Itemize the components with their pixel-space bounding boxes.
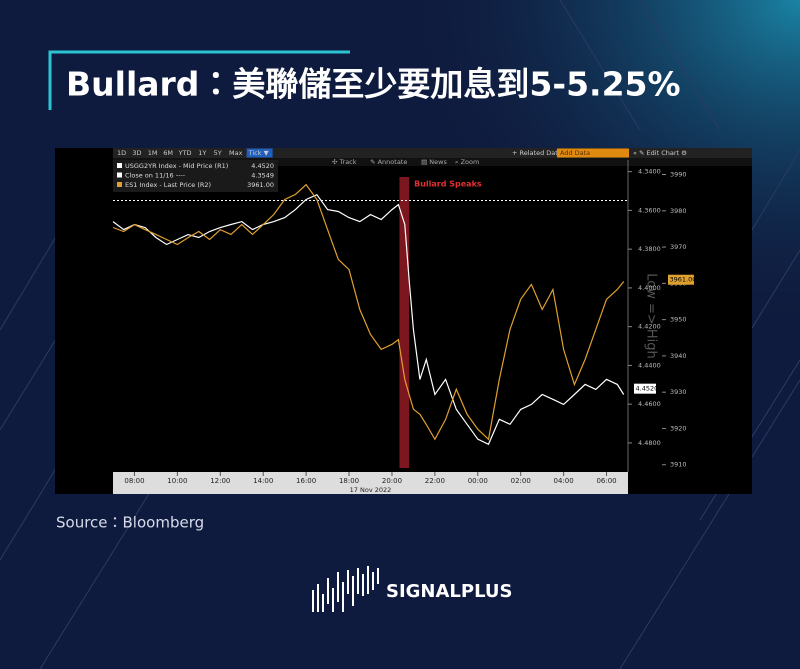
range-button[interactable]: Tick ▼ xyxy=(248,149,269,157)
series-line xyxy=(112,183,625,441)
legend-swatch xyxy=(117,163,122,168)
legend-swatch xyxy=(117,182,122,187)
legend-value: 4.3549 xyxy=(251,172,274,180)
x-tick-label: 18:00 xyxy=(339,477,359,485)
last-value-label: 4.4520 xyxy=(636,385,659,393)
source: Source：Bloomberg xyxy=(56,514,204,532)
x-tick-label: 08:00 xyxy=(124,477,144,485)
add-data[interactable]: Add Data xyxy=(560,149,590,157)
range-button[interactable]: 1M xyxy=(148,149,158,157)
brand: SIGNALPLUS xyxy=(386,581,513,602)
title-bracket xyxy=(48,50,350,110)
legend-value: 3961.00 xyxy=(247,181,274,189)
edit-chart[interactable]: « ✎ Edit Chart ⚙ xyxy=(633,149,687,157)
date-label: 17 Nov 2022 xyxy=(350,486,392,494)
watermark: Low => High xyxy=(644,273,659,359)
y2-tick-label: 3940 xyxy=(670,352,687,360)
highlight-label: Bullard Speaks xyxy=(414,180,482,189)
x-tick-label: 14:00 xyxy=(253,477,273,485)
legend-label: USGG2YR Index - Mid Price (R1) xyxy=(125,162,228,170)
x-tick-label: 12:00 xyxy=(210,477,230,485)
y2-tick-label: 3990 xyxy=(670,171,687,179)
title: Bullard：美聯儲至少要加息到5-5.25% xyxy=(66,65,681,104)
range-button[interactable]: YTD xyxy=(178,149,192,157)
related-data: + Related Dat xyxy=(512,149,558,157)
y2-tick-label: 3910 xyxy=(670,461,687,469)
series-line xyxy=(112,193,625,446)
y-tick-label: 4.4600 xyxy=(638,400,661,408)
tool-button[interactable]: ⌕ Zoom xyxy=(455,158,479,166)
last-value-box xyxy=(634,383,656,394)
legend-label: ES1 Index - Last Price (R2) xyxy=(125,181,211,189)
y-tick-label: 4.3600 xyxy=(638,206,661,214)
legend-box xyxy=(113,160,278,192)
range-selected xyxy=(246,148,273,158)
range-button[interactable]: 6M xyxy=(163,149,173,157)
highlight-band xyxy=(399,177,410,468)
x-tick-label: 10:00 xyxy=(167,477,187,485)
legend-value: 4.4520 xyxy=(251,162,274,170)
y-tick-label: 4.4400 xyxy=(638,361,661,369)
last-value-box xyxy=(668,274,694,285)
y-tick-label: 4.4000 xyxy=(638,284,661,292)
range-button[interactable]: Max xyxy=(229,149,243,157)
legend-label: Close on 11/16 ---- xyxy=(125,172,186,180)
range-button[interactable]: 5Y xyxy=(214,149,222,157)
y2-tick-label: 3920 xyxy=(670,424,687,432)
y2-tick-label: 3950 xyxy=(670,316,687,324)
x-axis-strip xyxy=(113,472,628,494)
y-tick-label: 4.4200 xyxy=(638,323,661,331)
y-tick-label: 4.4800 xyxy=(638,439,661,447)
tool-button[interactable]: ✎ Annotate xyxy=(370,158,407,166)
logo xyxy=(312,566,379,612)
x-tick-label: 16:00 xyxy=(296,477,316,485)
y2-tick-label: 3970 xyxy=(670,243,687,251)
tool-button[interactable]: ✣ Track xyxy=(332,158,357,166)
last-value-label: 3961.00 xyxy=(670,276,697,284)
y2-tick-label: 3980 xyxy=(670,207,687,215)
x-tick-label: 06:00 xyxy=(596,477,616,485)
toolbar2 xyxy=(113,158,752,166)
x-tick-label: 00:00 xyxy=(468,477,488,485)
toolbar xyxy=(113,148,752,158)
x-tick-label: 22:00 xyxy=(425,477,445,485)
y-tick-label: 4.3400 xyxy=(638,168,661,176)
tool-button[interactable]: ▤ News xyxy=(421,158,447,166)
x-tick-label: 04:00 xyxy=(554,477,574,485)
range-button[interactable]: 1Y xyxy=(198,149,206,157)
range-button[interactable]: 1D xyxy=(117,149,126,157)
y-tick-label: 4.3800 xyxy=(638,245,661,253)
y2-tick-label: 3930 xyxy=(670,388,687,396)
add-data-box xyxy=(557,148,629,158)
x-tick-label: 20:00 xyxy=(382,477,402,485)
range-button[interactable]: 3D xyxy=(132,149,141,157)
x-tick-label: 02:00 xyxy=(511,477,531,485)
legend-swatch xyxy=(117,172,122,178)
